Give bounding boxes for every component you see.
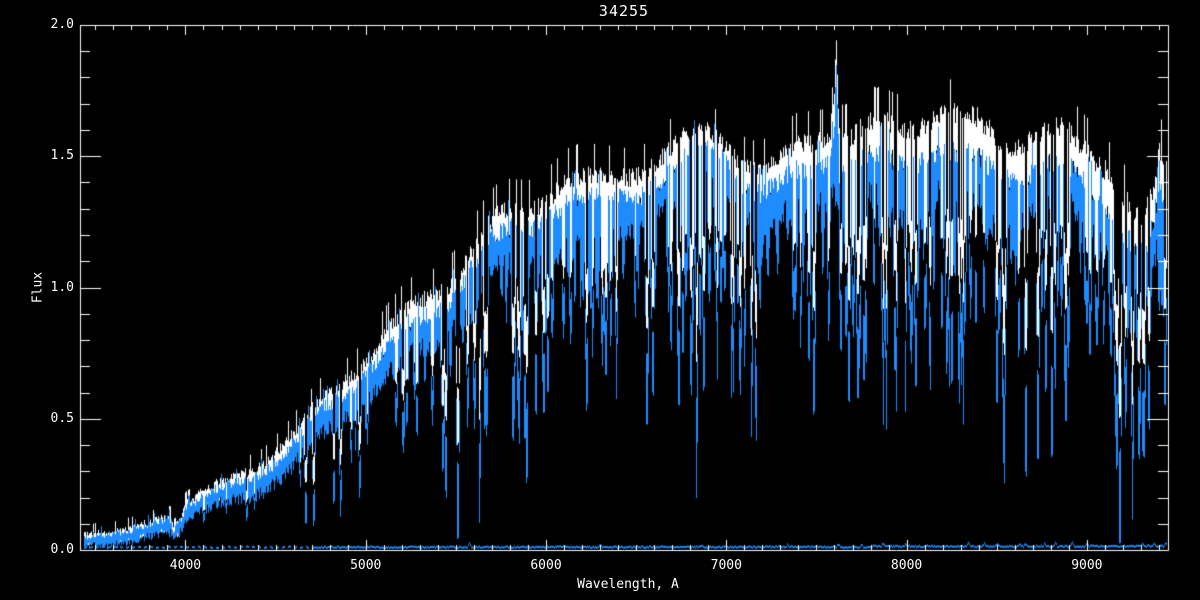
x-tick-label: 7000 xyxy=(710,558,742,573)
y-tick-label: 0.5 xyxy=(50,410,74,426)
y-tick-label: 1.0 xyxy=(50,279,74,295)
y-tick-label: 2.0 xyxy=(50,17,74,32)
y-tick-label: 0.0 xyxy=(50,542,74,557)
x-tick-label: 4000 xyxy=(169,558,202,573)
plot-title: 34255 xyxy=(598,2,650,20)
x-tick-label: 9000 xyxy=(1071,558,1103,573)
x-tick-label: 5000 xyxy=(350,558,382,573)
x-tick-label: 6000 xyxy=(530,558,562,573)
x-tick-label: 8000 xyxy=(890,558,923,573)
y-tick-label: 1.5 xyxy=(50,148,74,164)
x-axis-label: Wavelength, A xyxy=(577,577,679,592)
